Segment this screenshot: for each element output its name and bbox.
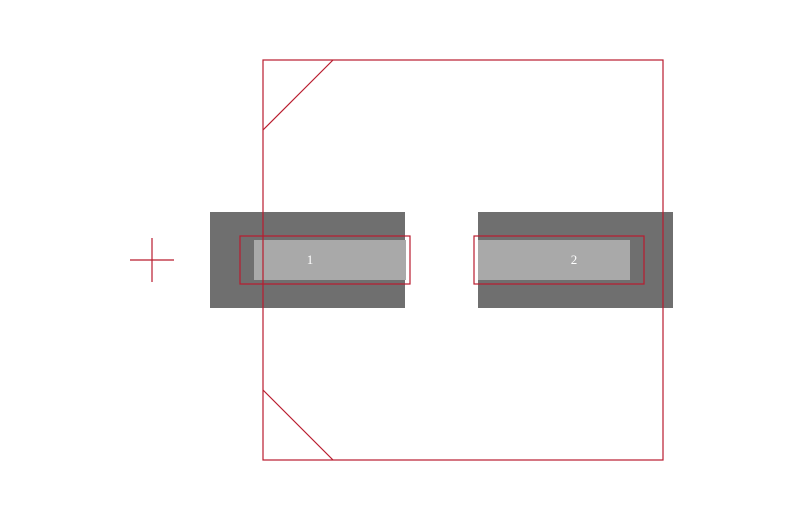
body-outline [263, 60, 663, 460]
pad-outline-2 [474, 236, 644, 284]
footprint-diagram: 12 [0, 0, 800, 524]
chamfer-2 [263, 390, 333, 460]
pad-label-1: 1 [300, 252, 320, 268]
pad-outline-1 [240, 236, 410, 284]
pad-label-2: 2 [564, 252, 584, 268]
chamfer-1 [263, 60, 333, 130]
outline-layer [0, 0, 800, 524]
